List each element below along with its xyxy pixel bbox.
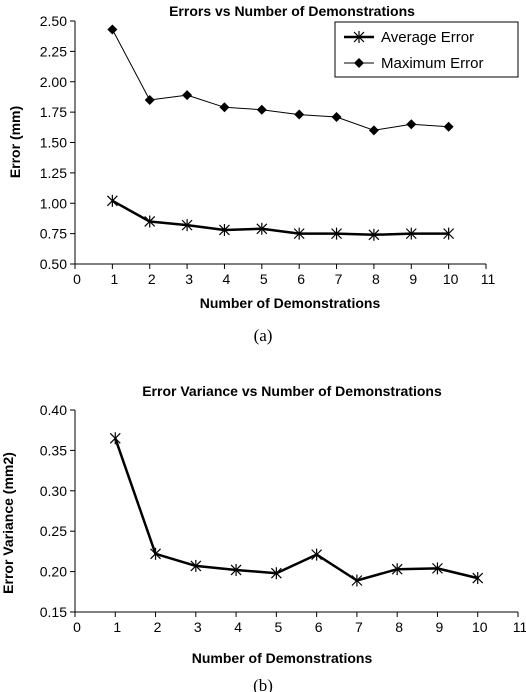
point-error-variance (230, 563, 242, 576)
x-tick-label: 4 (223, 271, 231, 287)
chart-b-xlabel: Number of Demonstrations (192, 650, 373, 666)
point-error-variance (351, 574, 363, 587)
x-tick-label: 8 (372, 271, 380, 287)
series-line-error-variance (114, 437, 478, 582)
x-tick-label: 4 (234, 619, 242, 635)
chart-b-title: Error Variance vs Number of Demonstratio… (142, 383, 442, 399)
x-tick-label: 2 (154, 619, 162, 635)
point-error-variance (311, 548, 323, 561)
x-tick-label: 8 (395, 619, 403, 635)
x-tick-label: 0 (73, 619, 81, 635)
x-tick-label: 3 (185, 271, 193, 287)
point-error-variance (109, 432, 121, 445)
x-tick-label: 5 (260, 271, 268, 287)
point-maximum-error (331, 111, 342, 122)
point-maximum-error (256, 104, 267, 115)
x-tick-label: 7 (355, 619, 363, 635)
point-error-variance (150, 547, 161, 560)
chart-a-caption: (a) (254, 326, 273, 345)
legend-label-average-error: Average Error (381, 29, 474, 46)
point-error-variance (270, 567, 282, 580)
y-tick-label: 0.40 (40, 402, 67, 418)
x-tick-label: 6 (315, 619, 323, 635)
x-tick-label: 0 (73, 271, 81, 287)
point-average-error (293, 227, 305, 240)
y-tick-label: 0.25 (40, 523, 67, 539)
x-tick-label: 1 (110, 271, 118, 287)
x-tick-label: 2 (148, 271, 156, 287)
point-average-error (181, 219, 193, 232)
y-tick-label: 0.15 (40, 604, 67, 620)
x-tick-label: 9 (409, 271, 417, 287)
point-maximum-error (443, 121, 454, 132)
point-error-variance (190, 559, 202, 572)
point-maximum-error (406, 119, 417, 130)
point-average-error (144, 215, 156, 228)
y-tick-label: 0.20 (40, 564, 67, 580)
x-tick-label: 10 (472, 619, 488, 635)
y-tick-label: 1.50 (40, 135, 67, 151)
chart-a-title: Errors vs Number of Demonstrations (169, 3, 415, 19)
point-maximum-error (182, 90, 193, 101)
point-maximum-error (107, 24, 118, 35)
chart-a-xlabel: Number of Demonstrations (200, 295, 381, 311)
point-maximum-error (294, 109, 305, 120)
x-tick-label: 11 (513, 619, 526, 635)
point-maximum-error (219, 102, 230, 113)
y-tick-label: 1.75 (40, 104, 67, 120)
x-tick-label: 1 (113, 619, 121, 635)
point-average-error (368, 228, 380, 241)
point-maximum-error (368, 125, 379, 136)
y-tick-label: 1.25 (40, 165, 67, 181)
chart-a-ylabel: Error (mm) (7, 106, 23, 178)
x-tick-label: 3 (194, 619, 202, 635)
chart-error-variance: Error Variance vs Number of Demonstratio… (0, 383, 526, 692)
point-average-error (443, 227, 455, 240)
y-tick-label: 0.30 (40, 483, 67, 499)
point-error-variance (472, 572, 484, 585)
point-average-error (331, 227, 342, 240)
chart-a-legend: Average Error Maximum Error (334, 21, 519, 78)
series-line-average-error (111, 199, 449, 237)
chart-b-ylabel: Error Variance (mm2) (0, 452, 16, 594)
x-tick-label: 5 (274, 619, 282, 635)
y-tick-label: 2.25 (40, 43, 67, 59)
x-tick-label: 7 (335, 271, 343, 287)
point-average-error (219, 223, 230, 236)
x-tick-label: 9 (436, 619, 444, 635)
y-tick-label: 2.50 (40, 13, 67, 29)
chart-b-caption: (b) (253, 676, 273, 692)
point-error-variance (432, 562, 443, 575)
legend-marker-maximum-error (354, 58, 364, 68)
point-average-error (106, 194, 118, 207)
point-average-error (405, 227, 417, 240)
chart-errors: Errors vs Number of Demonstrations Numbe… (7, 3, 519, 345)
legend-label-maximum-error: Maximum Error (381, 55, 484, 72)
x-tick-label: 11 (481, 271, 496, 287)
point-average-error (256, 222, 268, 235)
x-tick-label: 10 (443, 271, 459, 287)
y-tick-label: 1.00 (40, 195, 67, 211)
legend-box (334, 21, 519, 78)
y-tick-label: 0.50 (40, 256, 67, 272)
y-tick-label: 0.75 (40, 226, 67, 242)
series-line-maximum-error (111, 29, 449, 131)
y-tick-label: 0.35 (40, 442, 67, 458)
x-tick-label: 6 (297, 271, 305, 287)
point-maximum-error (144, 94, 155, 105)
point-error-variance (391, 563, 403, 576)
y-tick-label: 2.00 (40, 74, 67, 90)
legend-marker-average-error (353, 31, 365, 43)
